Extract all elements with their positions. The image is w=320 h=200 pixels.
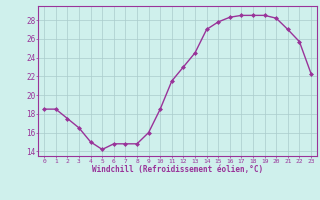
X-axis label: Windchill (Refroidissement éolien,°C): Windchill (Refroidissement éolien,°C) — [92, 165, 263, 174]
